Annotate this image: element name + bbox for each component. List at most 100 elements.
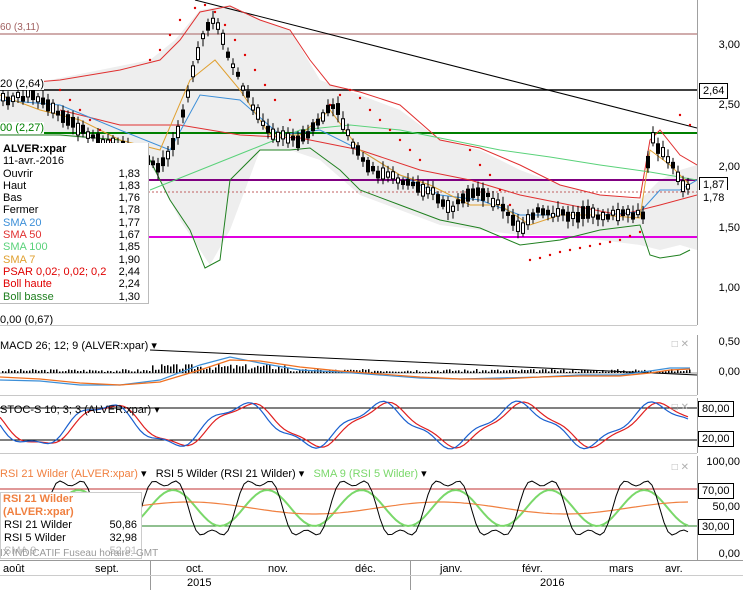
- rsi-panel-controls[interactable]: □ ✕: [671, 462, 689, 473]
- candle-body: [621, 209, 625, 217]
- macd-hist-bar: [143, 370, 145, 373]
- macd-hist-bar: [620, 371, 622, 373]
- candle-body: [576, 212, 580, 223]
- macd-hist-bar: [53, 369, 55, 373]
- legend-row-label: Boll basse: [3, 290, 54, 303]
- candle-body: [291, 135, 295, 141]
- candle-body: [661, 147, 665, 158]
- candle-body: [546, 209, 550, 216]
- macd-hist-bar: [62, 371, 64, 373]
- rsi-tick-70: 70,00: [698, 483, 734, 499]
- macd-hist-bar: [395, 371, 397, 373]
- macd-hist-bar: [401, 371, 403, 373]
- macd-hist-bar: [398, 371, 400, 373]
- macd-hist-bar: [446, 369, 448, 373]
- candle-body: [581, 206, 585, 219]
- candle-body: [176, 125, 180, 139]
- macd-hist-bar: [428, 371, 430, 373]
- macd-hist-bar: [263, 365, 265, 373]
- month-label: avr.: [665, 563, 683, 575]
- candle-body: [221, 32, 225, 45]
- time-axis[interactable]: août sept. oct. nov. déc. janv. févr. ma…: [0, 560, 743, 590]
- macd-hist-bar: [392, 371, 394, 373]
- macd-hist-bar: [440, 371, 442, 373]
- stoch-menu-icon[interactable]: ▾: [154, 404, 160, 416]
- candle-body: [236, 71, 240, 77]
- legend-row: Ouvrir 1,83: [0, 168, 148, 180]
- macd-title[interactable]: MACD 26; 12; 9 (ALVER:xpar) ▾: [0, 339, 157, 352]
- legend-row-label: Bas: [3, 192, 22, 205]
- macd-menu-icon[interactable]: ▾: [151, 340, 157, 352]
- candle-body: [376, 170, 380, 179]
- rsi5-menu-icon[interactable]: ▾: [298, 468, 305, 480]
- macd-hist-bar: [665, 371, 667, 373]
- month-label: déc.: [355, 563, 376, 575]
- macd-hist-bar: [281, 368, 283, 373]
- candle-body: [411, 181, 415, 187]
- macd-panel-controls[interactable]: □ ✕: [671, 339, 689, 350]
- psar-dot: [358, 96, 362, 100]
- psar-dot: [88, 118, 92, 122]
- psar-dot: [243, 53, 247, 57]
- candle-body: [391, 171, 395, 180]
- macd-hist-bar: [659, 371, 661, 373]
- macd-hist-bar: [686, 370, 688, 373]
- macd-hist-bar: [605, 371, 607, 373]
- candle-body: [506, 211, 510, 216]
- psar-dot: [288, 118, 292, 122]
- psar-dot: [98, 128, 102, 132]
- macd-hist-bar: [41, 370, 43, 373]
- candle-body: [166, 150, 170, 160]
- rsi-titles[interactable]: RSI 21 Wilder (ALVER:xpar) ▾ RSI 5 Wilde…: [0, 467, 427, 480]
- stochastic-panel[interactable]: STOC-S 10; 3; 3 (ALVER:xpar) ▾ □ ✕: [0, 398, 697, 454]
- rsi-tick-30: 30,00: [698, 519, 734, 535]
- candle-body: [251, 104, 255, 111]
- legend-row-value: 1,30: [118, 290, 140, 303]
- stoch-title[interactable]: STOC-S 10; 3; 3 (ALVER:xpar) ▾: [0, 403, 160, 416]
- candle-body: [471, 188, 475, 198]
- candle-body: [501, 203, 505, 212]
- stoch-panel-controls[interactable]: □ ✕: [671, 402, 689, 413]
- candle-body: [346, 129, 350, 137]
- macd-hist-bar: [215, 367, 217, 373]
- candle-body: [326, 104, 330, 114]
- candle-body: [646, 155, 650, 169]
- price-panel[interactable]: 60 (3,11) 20 (2,64) 00 (2,27) 0,00 (0,67…: [0, 0, 697, 326]
- macd-hist-bar: [638, 370, 640, 373]
- candle-body: [181, 109, 185, 118]
- candle-body: [686, 183, 690, 190]
- candle-body: [156, 163, 160, 173]
- macd-hist-bar: [74, 369, 76, 373]
- macd-hist-bar: [635, 369, 637, 373]
- rsi-panel[interactable]: RSI 21 Wilder (ALVER:xpar) ▾ RSI 5 Wilde…: [0, 456, 697, 561]
- macd-hist-bar: [443, 370, 445, 373]
- legend-title: ALVER:xpar: [3, 143, 67, 155]
- psar-dot: [58, 88, 62, 92]
- macd-hist-bar: [599, 371, 601, 373]
- macd-tick: 0,00: [718, 366, 740, 378]
- macd-hist-bar: [182, 368, 184, 373]
- macd-hist-bar: [152, 365, 154, 373]
- month-label: nov.: [268, 563, 288, 575]
- candle-body: [616, 209, 620, 222]
- candle-body: [276, 131, 280, 143]
- macd-hist-bar: [299, 369, 301, 373]
- macd-hist-bar: [113, 371, 115, 373]
- stochastic-chart[interactable]: [0, 398, 697, 453]
- candle-body: [161, 157, 165, 167]
- macd-chart[interactable]: [0, 335, 697, 395]
- macd-hist-bar: [548, 371, 550, 373]
- rsi-sma-menu-icon[interactable]: ▾: [421, 468, 427, 480]
- macd-panel[interactable]: MACD 26; 12; 9 (ALVER:xpar) ▾ □ ✕: [0, 335, 697, 396]
- candle-body: [241, 85, 245, 91]
- rsi21-menu-icon[interactable]: ▾: [141, 468, 147, 480]
- candle-body: [571, 211, 575, 220]
- macd-hist-bar: [14, 370, 16, 373]
- candle-body: [666, 156, 670, 164]
- psar-dot: [368, 108, 372, 112]
- macd-hist-bar: [311, 371, 313, 373]
- candle-body: [271, 128, 275, 140]
- macd-hist-bar: [212, 369, 214, 373]
- macd-hist-bar: [50, 369, 52, 373]
- level-box-2-64: 2,64: [699, 83, 729, 99]
